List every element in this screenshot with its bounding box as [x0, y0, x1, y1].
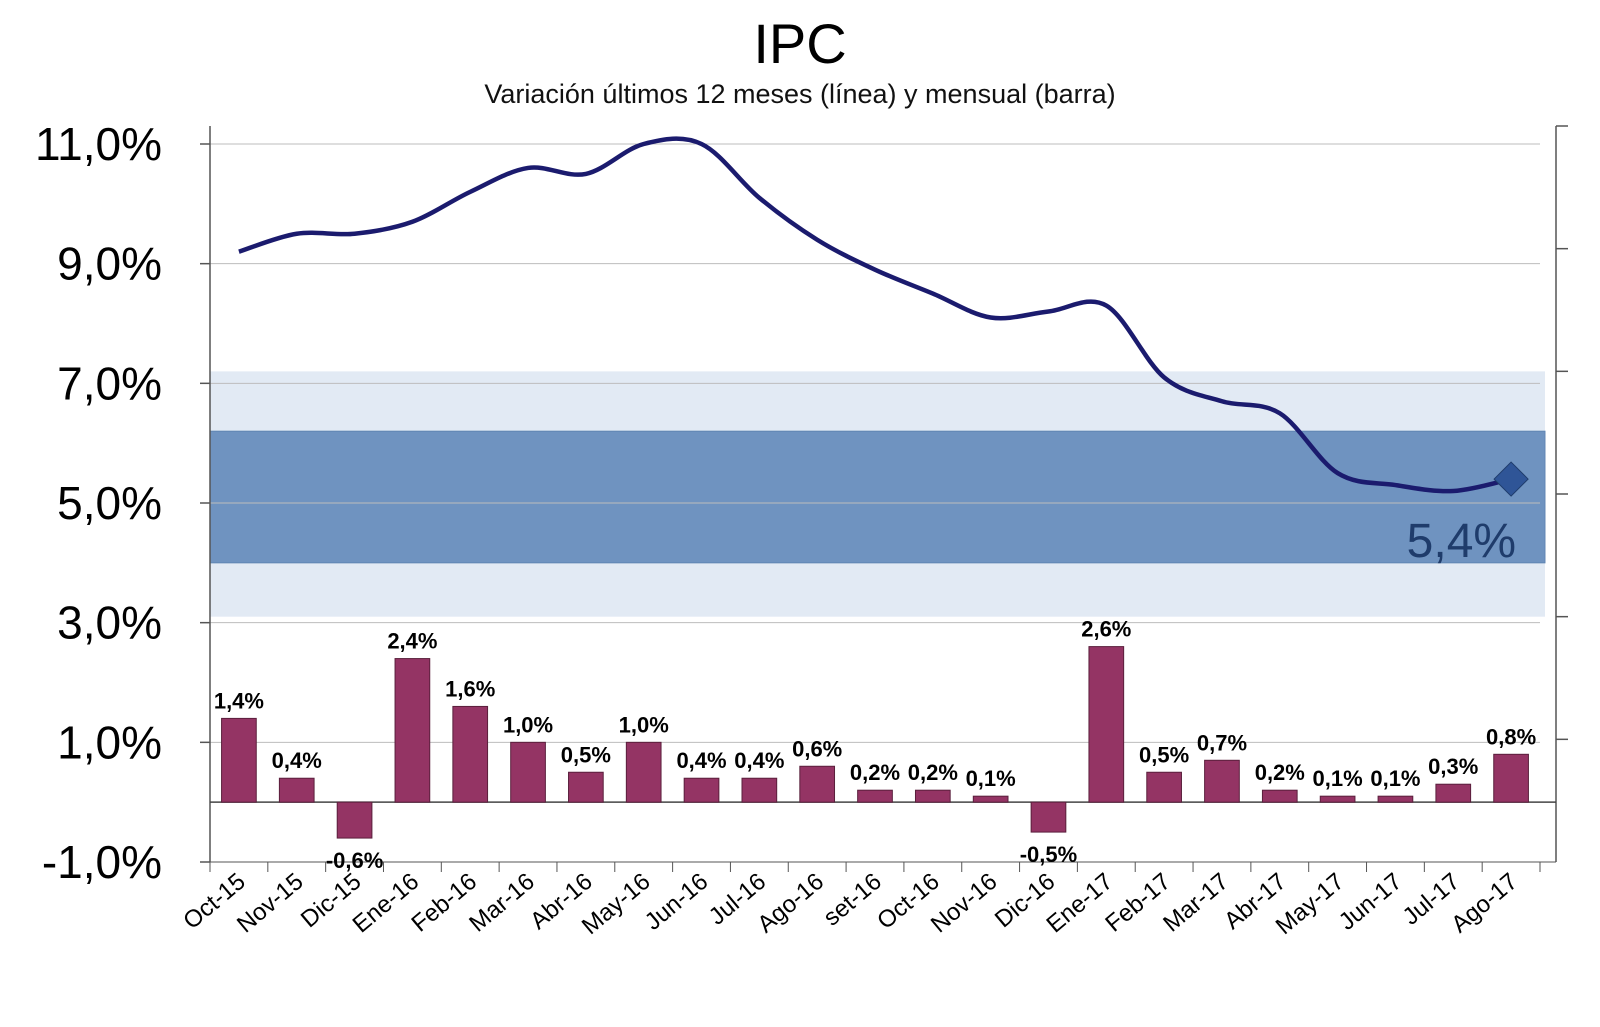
bar-11	[857, 789, 893, 803]
line-series: 5,4%	[238, 136, 1529, 568]
bar-13	[972, 795, 1009, 803]
bar-data-label-4: 1,6%	[445, 676, 495, 701]
bar-data-label-2: -0,6%	[326, 848, 383, 873]
bar-17	[1204, 759, 1240, 803]
y-tick-label-0: -1,0%	[42, 836, 162, 888]
bar-21	[1435, 783, 1472, 803]
y-tick-label-1: 1,0%	[57, 716, 162, 768]
bar-data-label-16: 0,5%	[1139, 742, 1189, 767]
x-tick-label-15: Ene-17	[1042, 868, 1119, 938]
bar-9	[741, 777, 778, 803]
bar-4	[452, 705, 489, 803]
bar-data-label-14: -0,5%	[1020, 842, 1077, 867]
bar-data-labels: 1,4% 0,4% -0,6% 2,4% 1,6% 1,0% 0,5% 1,0% 0,4% 0,4…	[214, 617, 1536, 873]
y-tick-label-4: 7,0%	[57, 357, 162, 409]
bar-19	[1319, 795, 1356, 803]
bar-data-label-19: 0,1%	[1313, 766, 1363, 791]
bar-data-label-3: 2,4%	[387, 629, 437, 654]
bar-15	[1088, 646, 1125, 803]
bar-data-label-17: 0,7%	[1197, 730, 1247, 755]
x-tick-label-3: Ene-16	[348, 868, 425, 938]
bar-1	[278, 777, 315, 803]
x-tick-label-13: Nov-16	[926, 868, 1003, 938]
bar-data-label-9: 0,4%	[734, 748, 784, 773]
x-tick-label-20: Jun-17	[1334, 868, 1408, 936]
bar-3	[394, 658, 431, 803]
bar-7	[625, 741, 662, 803]
chart-title: IPC	[753, 12, 847, 75]
bar-2	[336, 801, 373, 839]
x-tick-label-5: Mar-16	[464, 868, 540, 938]
x-tick-label-11: set-16	[818, 868, 886, 932]
bar-22	[1493, 753, 1529, 803]
bar-data-label-22: 0,8%	[1486, 724, 1536, 749]
x-tick-label-1: Nov-15	[232, 868, 309, 938]
bar-14	[1030, 801, 1067, 833]
bar-data-label-1: 0,4%	[272, 748, 322, 773]
y-tick-label-6: 11,0%	[35, 118, 162, 170]
x-tick-labels: Oct-15Nov-15Dic-15Ene-16Feb-16Mar-16Abr-…	[178, 868, 1523, 940]
x-tick-label-4: Feb-16	[406, 868, 482, 938]
bar-data-label-5: 1,0%	[503, 712, 553, 737]
target-band-2	[209, 430, 1546, 564]
bar-6	[568, 771, 604, 803]
bar-20	[1377, 795, 1414, 803]
bar-data-label-13: 0,1%	[966, 766, 1016, 791]
y-tick-label-3: 5,0%	[57, 477, 162, 529]
x-tick-label-8: Jun-16	[640, 868, 714, 936]
y-tick-labels: -1,0% 1,0% 3,0% 5,0% 7,0% 9,0% 11,0%	[35, 118, 162, 888]
bar-10	[799, 765, 836, 803]
bar-data-label-6: 0,5%	[561, 742, 611, 767]
last-value-label: 5,4%	[1407, 515, 1516, 568]
x-tick-label-17: Mar-17	[1158, 868, 1234, 938]
bar-0	[221, 717, 257, 803]
bar-data-label-20: 0,1%	[1370, 766, 1420, 791]
x-tick-label-10: Ago-16	[752, 868, 829, 938]
chart-subtitle: Variación últimos 12 meses (línea) y men…	[484, 79, 1116, 109]
bar-18	[1261, 789, 1298, 803]
bar-data-label-18: 0,2%	[1255, 760, 1305, 785]
bar-series	[221, 646, 1529, 839]
x-tick-label-22: Ago-17	[1446, 868, 1523, 938]
target-bands	[209, 371, 1546, 617]
x-tick-label-16: Feb-17	[1100, 868, 1176, 938]
gridlines	[210, 143, 1540, 743]
bar-5	[510, 741, 546, 803]
bar-data-label-21: 0,3%	[1428, 754, 1478, 779]
y-tick-label-2: 3,0%	[57, 597, 162, 649]
bar-data-label-12: 0,2%	[908, 760, 958, 785]
bar-data-label-7: 1,0%	[619, 712, 669, 737]
line-path	[238, 136, 1512, 494]
bar-12	[914, 789, 951, 803]
bar-data-label-11: 0,2%	[850, 760, 900, 785]
bar-data-label-15: 2,6%	[1081, 617, 1131, 642]
bar-data-label-0: 1,4%	[214, 688, 264, 713]
bar-16	[1146, 771, 1182, 803]
bar-data-label-10: 0,6%	[792, 736, 842, 761]
bar-data-label-8: 0,4%	[676, 748, 726, 773]
y-tick-label-5: 9,0%	[57, 238, 162, 290]
bar-8	[683, 777, 720, 803]
last-point-marker	[1493, 461, 1529, 497]
